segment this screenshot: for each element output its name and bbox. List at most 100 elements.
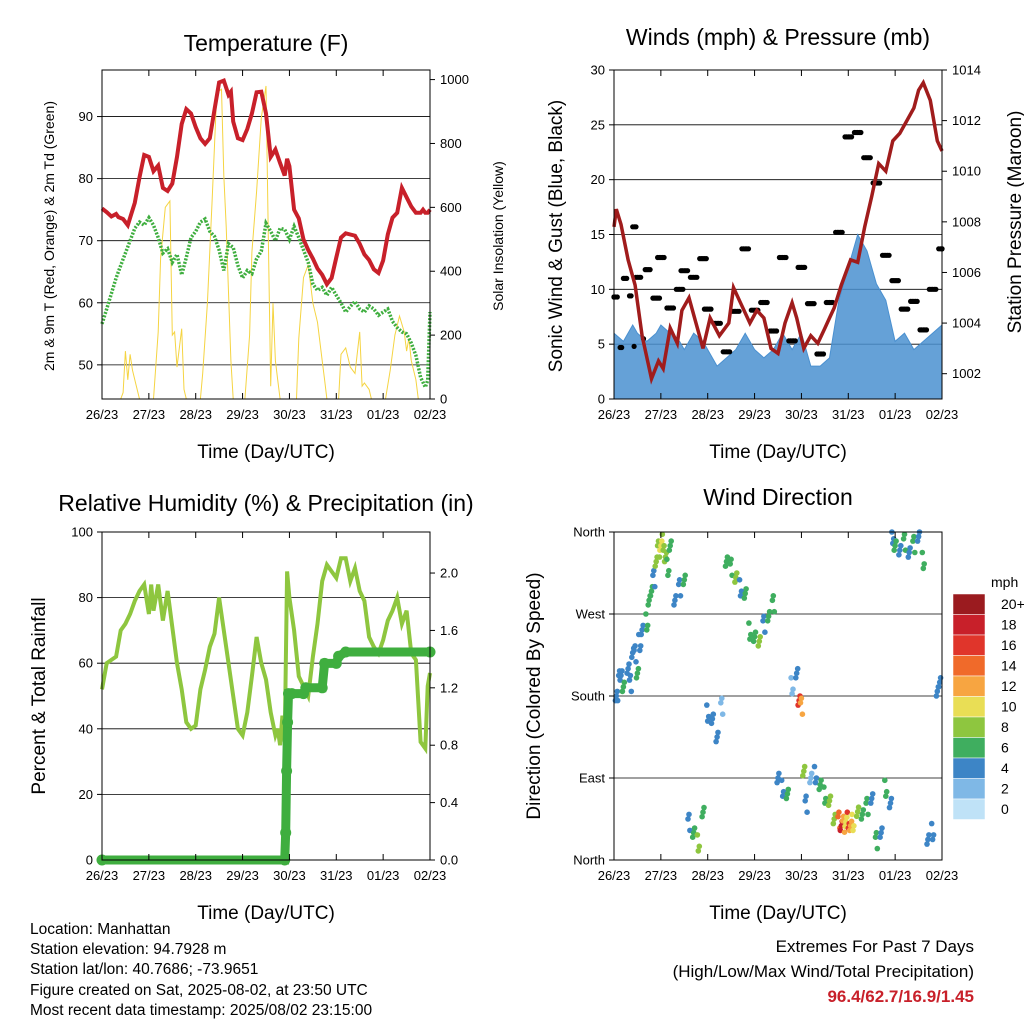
direction-point [651, 567, 657, 574]
direction-point [699, 813, 705, 820]
x-tick-label: 27/23 [133, 868, 166, 883]
direction-point [937, 675, 944, 681]
direction-point [757, 634, 763, 640]
direction-point [893, 538, 899, 544]
direction-point [936, 679, 943, 686]
winds-xlabel: Time (Day/UTC) [709, 442, 847, 463]
direction-point [770, 593, 777, 599]
y-tick-label: 10 [591, 282, 605, 297]
direction-point [849, 811, 855, 818]
pressure-line [612, 78, 944, 385]
direction-point [728, 556, 734, 563]
legend-swatch [952, 757, 986, 779]
y-tick-label: 20 [79, 787, 93, 802]
temperature-y2label: Solar Insolation (Yellow) [490, 161, 506, 311]
direction-point [672, 597, 678, 604]
direction-point [812, 779, 819, 786]
direction-point [858, 816, 865, 822]
humidity-xlabel: Time (Day/UTC) [197, 903, 335, 924]
y2-tick-label: 0.4 [440, 795, 458, 810]
x-tick-label: 02/23 [926, 868, 959, 883]
direction-point [790, 686, 796, 692]
direction-point [613, 693, 620, 699]
direction-point [633, 659, 639, 665]
direction-point [928, 820, 935, 827]
direction-point [896, 552, 902, 558]
direction-point [762, 629, 768, 635]
direction-point [664, 556, 670, 563]
legend-label: 6 [1001, 740, 1009, 756]
gust-point [633, 224, 639, 230]
direction-point [926, 832, 932, 838]
humidity-plot: 0 20 40 60 80 100 0.0 0.4 0.8 1.2 1.6 2.0 26/23 27/23… [71, 525, 458, 884]
y2-tick-label: 1000 [440, 72, 469, 87]
x-tick-label: 30/23 [273, 407, 306, 422]
direction-point [646, 597, 652, 604]
direction-point [912, 549, 918, 556]
direction-point [727, 561, 733, 567]
legend-label: 4 [1001, 760, 1009, 776]
insolation-line [102, 85, 430, 400]
direction-point [746, 620, 752, 626]
x-tick-label: 28/23 [691, 407, 724, 422]
humidity-title: Relative Humidity (%) & Precipitation (i… [58, 490, 473, 516]
precip-point [280, 827, 292, 839]
gust-point [685, 268, 691, 274]
x-tick-label: 28/23 [691, 868, 724, 883]
gust-point [783, 254, 789, 261]
direction-point [704, 702, 710, 708]
y2-tick-label: 1008 [952, 214, 981, 229]
gust-point [745, 246, 752, 252]
gust-point [914, 298, 920, 304]
legend-swatch [952, 737, 986, 759]
x-tick-label: 31/23 [320, 868, 353, 883]
direction-point [648, 588, 655, 594]
gust-point [661, 254, 667, 261]
direction-point [888, 795, 895, 802]
direction-point [686, 811, 692, 818]
y-tick-label: 5 [598, 337, 605, 352]
direction-point [808, 770, 815, 777]
direction-point [625, 665, 631, 672]
direction-point [919, 549, 926, 556]
direction-point [869, 791, 876, 797]
direction-point [863, 800, 869, 806]
direction-point [666, 567, 672, 574]
direction-point [644, 622, 651, 629]
direction-point [637, 647, 643, 654]
direction-point [808, 775, 814, 781]
direction-point [719, 695, 725, 702]
extremes-heading: Extremes For Past 7 Days [775, 937, 974, 956]
extremes-box: Extremes For Past 7 Days (High/Low/Max W… [673, 934, 974, 1009]
x-tick-label: 28/23 [179, 407, 212, 422]
direction-point [933, 693, 940, 699]
precip-point [300, 682, 312, 694]
direction-point [934, 688, 941, 695]
precip-point [282, 716, 294, 728]
gust-point [680, 286, 686, 292]
direction-point [855, 804, 862, 810]
x-tick-label: 31/23 [832, 868, 865, 883]
y2-tick-label: 1.6 [440, 623, 458, 638]
gust-point [877, 180, 883, 186]
direction-point [910, 538, 916, 544]
direction-point [765, 613, 772, 620]
direction-point [673, 593, 679, 599]
direction-point [650, 572, 656, 579]
direction-point [802, 798, 808, 804]
x-tick-label: 01/23 [879, 868, 912, 883]
x-tick-label: 02/23 [414, 868, 447, 883]
y-tick-label: 90 [79, 109, 93, 124]
gust-point [839, 229, 845, 235]
direction-point [897, 547, 903, 553]
y-tick-label: 40 [79, 721, 93, 736]
direction-point [844, 814, 850, 820]
direction-point [701, 804, 707, 811]
gust-point [717, 320, 724, 326]
gust-point [792, 338, 798, 344]
y-tick-label: North [573, 853, 605, 868]
direction-point [793, 675, 799, 681]
direction-point [915, 533, 922, 540]
y2-tick-label: 1012 [952, 113, 981, 128]
plot-frame [613, 531, 943, 861]
